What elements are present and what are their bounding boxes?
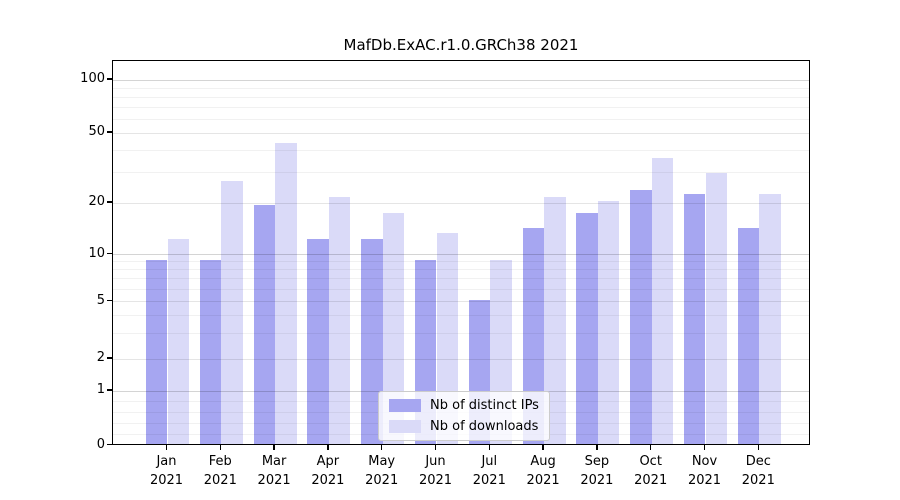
gridline [113,106,809,108]
x-tick-mark [757,445,760,450]
legend: Nb of distinct IPs Nb of downloads [378,391,550,441]
x-tick-mark [649,445,652,450]
bar-distinct-ips-jan [145,259,168,444]
x-tick-mark [165,445,168,450]
bar-downloads-jun [436,233,459,444]
bar-downloads-dec [759,193,781,444]
gridline [113,96,809,98]
y-tick-label: 10 [88,245,105,261]
x-tick-mark [703,445,706,450]
x-tick-label: Sep 2021 [580,453,614,488]
chart-title: MafDb.ExAC.r1.0.GRCh38 2021 [343,36,579,54]
y-tick-mark [107,357,112,359]
bar-distinct-ips-sep [576,213,598,444]
x-tick-mark [434,445,437,450]
y-tick-label: 50 [88,124,105,139]
x-tick-label: Apr 2021 [311,453,345,488]
gridline [113,118,809,120]
y-tick-label: 0 [96,436,105,452]
bar-distinct-ips-mar [253,204,276,444]
x-tick-label: Oct 2021 [634,453,668,488]
y-tick-mark [107,389,112,391]
bar-distinct-ips-dec [737,227,760,444]
x-tick-mark [596,445,598,450]
x-tick-mark [327,445,329,450]
bar-downloads-nov [705,172,728,444]
y-tick-label: 5 [96,292,105,308]
x-tick-label: Jan 2021 [149,453,184,488]
y-tick-mark [107,299,112,302]
y-tick-mark [107,443,112,446]
bar-downloads-oct [651,158,674,444]
bar-downloads-sep [597,201,620,444]
legend-item-distinct-ips: Nb of distinct IPs [389,398,539,413]
x-tick-mark [542,445,544,450]
y-tick-label: 100 [80,71,105,86]
x-tick-mark [273,445,275,450]
x-tick-label: Jun 2021 [418,453,453,488]
bar-downloads-feb [221,180,243,444]
bar-downloads-mar [275,142,297,444]
legend-swatch-distinct-ips [389,399,421,412]
plot-area [112,59,810,445]
bar-downloads-jan [167,238,190,444]
x-tick-label: Jul 2021 [472,453,506,488]
y-tick-mark [107,131,112,133]
bar-distinct-ips-feb [199,259,222,444]
y-tick-mark [107,78,112,80]
x-tick-mark [380,445,383,450]
bar-distinct-ips-apr [307,238,329,444]
x-tick-label: Dec 2021 [741,453,775,488]
gridline [113,132,809,134]
legend-swatch-downloads [389,420,421,433]
x-tick-label: May 2021 [365,453,399,488]
y-tick-mark [107,252,112,255]
x-tick-label: Nov 2021 [687,453,722,488]
gridline [113,79,809,81]
bar-downloads-may [382,213,405,444]
y-tick-mark [107,201,112,203]
legend-item-downloads: Nb of downloads [389,419,539,434]
gridline [113,87,809,89]
bar-distinct-ips-nov [683,193,706,444]
bar-distinct-ips-aug [522,227,545,444]
bar-distinct-ips-oct [630,190,652,444]
y-tick-label: 20 [88,194,105,209]
legend-label-distinct-ips: Nb of distinct IPs [430,398,539,413]
x-tick-mark [219,445,222,450]
legend-label-downloads: Nb of downloads [430,419,539,434]
y-tick-label: 2 [96,350,105,365]
x-tick-label: Feb 2021 [203,453,237,488]
x-tick-label: Aug 2021 [526,453,560,488]
bar-downloads-apr [328,197,351,444]
bar-distinct-ips-may [361,238,383,444]
x-tick-label: Mar 2021 [257,453,291,488]
x-tick-mark [488,445,491,450]
gridline [113,149,809,151]
y-tick-label: 1 [96,382,105,397]
bar-downloads-aug [544,197,566,444]
